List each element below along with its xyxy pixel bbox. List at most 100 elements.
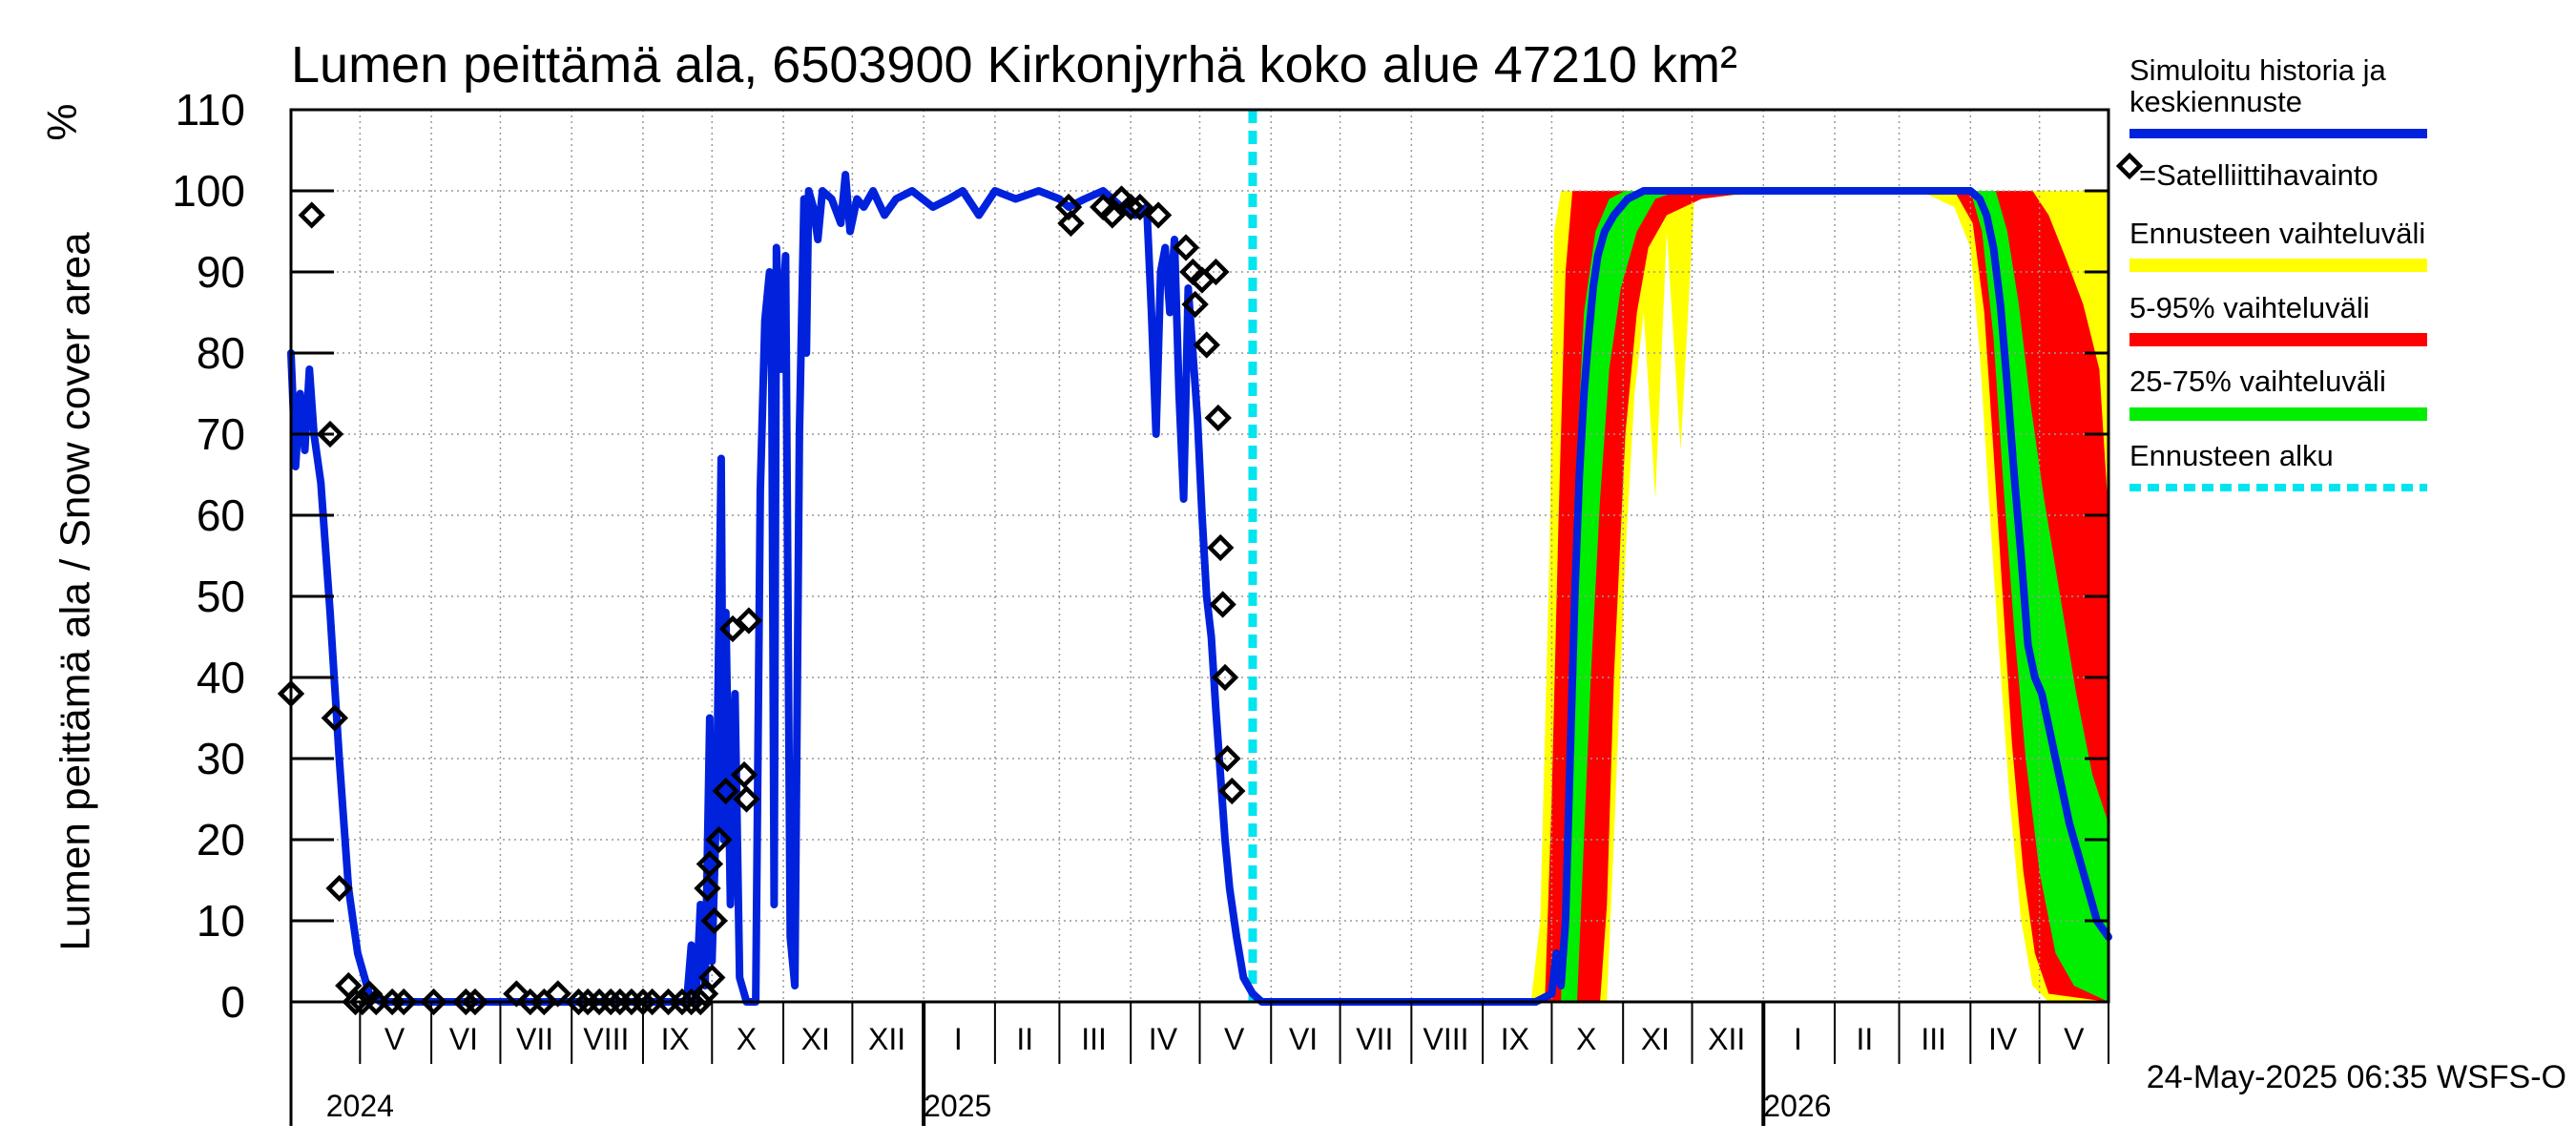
observation-point-59 [1211, 663, 1239, 692]
y-tick-label-30: 30 [197, 734, 245, 783]
year-label-2025: 2025 [924, 1089, 991, 1123]
month-label-9: II [1016, 1022, 1033, 1056]
month-label-15: VIII [1423, 1022, 1469, 1056]
y-axis-label: Lumen peittämä ala / Snow cover area [52, 232, 99, 951]
y-tick-label-40: 40 [197, 653, 245, 702]
month-label-16: IX [1501, 1022, 1529, 1056]
observation-point-43 [1057, 209, 1085, 238]
y-tick-label-90: 90 [197, 247, 245, 297]
observation-point-30 [687, 988, 715, 1016]
month-label-7: XII [868, 1022, 905, 1056]
month-label-11: IV [1149, 1022, 1178, 1056]
y-axis-unit: % [39, 103, 86, 140]
year-label-2026: 2026 [1763, 1089, 1831, 1123]
y-tick-label-10: 10 [197, 896, 245, 946]
y-tick-label-60: 60 [197, 490, 245, 540]
observation-point-34 [698, 964, 726, 991]
observation-point-4 [325, 874, 353, 903]
footer-timestamp: 24-May-2025 06:35 WSFS-O [2147, 1059, 2566, 1095]
observation-point-35 [700, 906, 728, 935]
observation-point-60 [1214, 744, 1241, 773]
observation-point-38 [718, 614, 747, 643]
month-label-19: XII [1708, 1022, 1745, 1056]
series-layer [287, 171, 2112, 1006]
y-tick-label-70: 70 [197, 409, 245, 459]
grid-lines [291, 109, 2109, 1003]
observation-point-50 [1172, 234, 1200, 261]
month-label-3: VIII [583, 1022, 629, 1056]
legend-label-2: Ennusteen vaihteluväli [2129, 217, 2425, 250]
month-label-23: IV [1988, 1022, 2018, 1056]
observation-point-49 [1144, 201, 1173, 229]
legend-label-0-cont: keskiennuste [2129, 85, 2302, 118]
legend-label-3: 5-95% vaihteluväli [2129, 291, 2370, 324]
month-label-24: V [2064, 1022, 2085, 1056]
observation-point-1 [298, 201, 325, 229]
observation-point-52 [1181, 290, 1209, 319]
observation-point-54 [1193, 331, 1220, 359]
legend-swatch-1 [2115, 152, 2144, 180]
y-tick-label-0: 0 [220, 977, 245, 1027]
legend-label-1: =Satelliittihavainto [2139, 158, 2379, 192]
observation-point-32 [694, 874, 721, 903]
observation-point-61 [1218, 777, 1246, 805]
observation-point-41 [735, 607, 763, 635]
observation-point-57 [1207, 533, 1235, 562]
month-label-5: X [737, 1022, 757, 1056]
observation-point-36 [705, 825, 733, 854]
observation-point-37 [712, 777, 739, 805]
month-label-8: I [954, 1022, 963, 1056]
month-label-4: IX [661, 1022, 690, 1056]
month-label-14: VII [1356, 1022, 1393, 1056]
month-label-18: XI [1641, 1022, 1670, 1056]
simulated-mean-line [287, 171, 2112, 1006]
observation-point-18 [544, 980, 571, 1008]
observation-point-56 [1204, 404, 1232, 432]
legend-label-0: Simuloitu historia ja [2129, 53, 2387, 87]
y-tick-label-20: 20 [197, 815, 245, 864]
forecast-bands [1530, 191, 2109, 1002]
month-label-12: V [1224, 1022, 1245, 1056]
satellite-observations [277, 185, 1246, 1016]
y-tick-label-100: 100 [172, 166, 245, 216]
plot-frame [289, 108, 2110, 1004]
month-label-2: VII [516, 1022, 553, 1056]
legend-label-4: 25-75% vaihteluväli [2129, 364, 2386, 398]
observation-point-11 [389, 988, 418, 1016]
observation-point-39 [730, 760, 758, 789]
band-2 [1561, 191, 2109, 1002]
year-label-2024: 2024 [326, 1089, 394, 1123]
month-label-13: VI [1289, 1022, 1318, 1056]
observation-point-3 [321, 704, 348, 732]
month-label-17: X [1576, 1022, 1596, 1056]
month-label-21: II [1857, 1022, 1874, 1056]
month-label-6: XI [801, 1022, 830, 1056]
y-tick-label-80: 80 [197, 328, 245, 378]
month-label-0: V [384, 1022, 405, 1056]
y-tick-label-110: 110 [176, 85, 245, 135]
chart-title: Lumen peittämä ala, 6503900 Kirkonjyrhä … [291, 36, 1737, 94]
observation-point-15 [503, 980, 530, 1008]
observation-point-40 [733, 785, 760, 813]
legend-label-5: Ennusteen alku [2129, 439, 2334, 472]
observation-point-58 [1209, 591, 1236, 618]
y-tick-label-50: 50 [197, 572, 245, 621]
observation-point-14 [461, 988, 489, 1016]
observation-point-45 [1098, 201, 1127, 229]
observation-point-55 [1202, 258, 1230, 286]
observation-point-12 [420, 988, 447, 1016]
observation-point-33 [696, 850, 724, 878]
month-label-20: I [1794, 1022, 1802, 1056]
observation-point-47 [1116, 193, 1145, 221]
observation-point-19 [565, 988, 592, 1016]
observation-point-2 [316, 420, 344, 448]
month-label-22: III [1921, 1022, 1946, 1056]
month-label-1: VI [449, 1022, 478, 1056]
observation-point-13 [452, 988, 480, 1016]
month-label-10: III [1081, 1022, 1107, 1056]
observation-point-48 [1126, 193, 1153, 221]
observation-point-28 [668, 988, 696, 1016]
